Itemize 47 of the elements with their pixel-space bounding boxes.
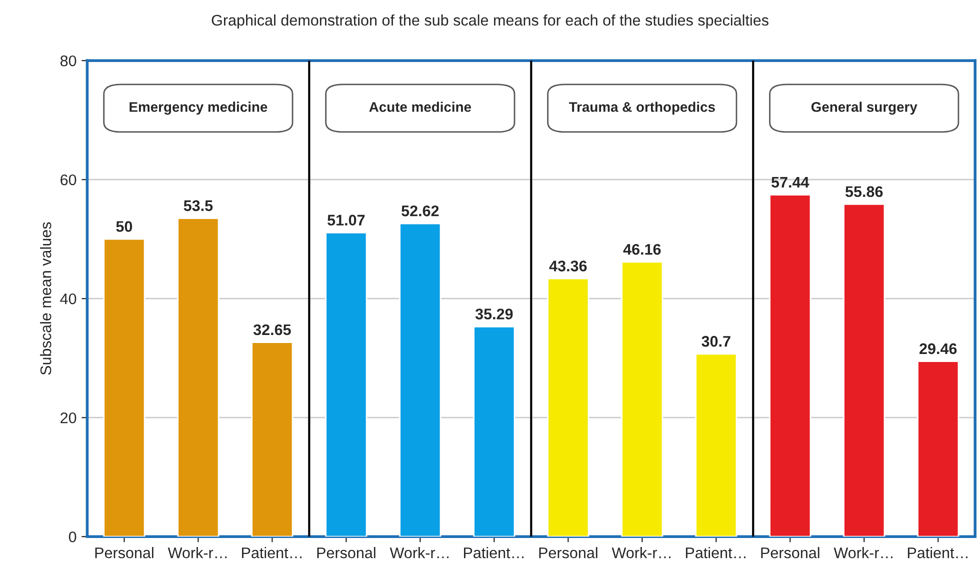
data-label: 53.5 <box>184 200 213 212</box>
data-label: 35.29 <box>475 308 513 320</box>
bar <box>695 353 738 537</box>
data-label: 29.46 <box>920 343 957 354</box>
x-tick-label: Patient… <box>242 547 302 558</box>
data-label: 57.44 <box>771 176 810 188</box>
bar <box>843 204 886 537</box>
bar <box>769 194 812 537</box>
x-tick-label: Personal <box>95 547 154 558</box>
y-axis-title: Subscale mean values <box>40 222 52 375</box>
data-label: 30.7 <box>702 336 730 347</box>
y-tick-label: 60 <box>60 174 76 186</box>
x-tick-label: Patient… <box>464 547 524 558</box>
chart-title: Graphical demonstration of the sub scale means for each of the studies specialties <box>212 14 768 29</box>
bar <box>917 360 960 537</box>
x-tick-label: Work-r… <box>390 547 449 558</box>
x-tick-label: Work-r… <box>168 547 227 558</box>
data-label: 50 <box>116 221 132 232</box>
x-tick-label: Patient… <box>686 547 746 558</box>
bar <box>473 326 516 537</box>
data-label: 55.86 <box>845 186 883 198</box>
x-tick-label: Work-r… <box>612 547 670 558</box>
annotation: Trauma & orthopedics <box>568 102 715 115</box>
x-tick-label: Work-r… <box>834 547 892 558</box>
data-label: 43.36 <box>549 260 587 272</box>
x-tick-label: Personal <box>539 547 598 558</box>
annotation: Emergency medicine <box>130 102 268 115</box>
data-label: 32.65 <box>253 324 291 336</box>
annotation: Acute medicine <box>369 102 472 112</box>
bar <box>251 342 294 537</box>
x-tick-label: Personal <box>317 547 376 558</box>
y-tick-label: 0 <box>68 531 76 542</box>
data-label: 46.16 <box>623 244 661 255</box>
bar <box>177 218 220 537</box>
y-tick-label: 40 <box>60 293 76 304</box>
bar <box>103 238 146 537</box>
bar <box>325 232 368 537</box>
bar <box>621 261 664 537</box>
bar <box>547 278 590 537</box>
y-tick-label: 80 <box>60 55 76 66</box>
bar <box>399 222 442 537</box>
annotation: General surgery <box>811 102 918 115</box>
data-label: 52.62 <box>402 206 439 216</box>
x-tick-label: Patient… <box>908 547 968 558</box>
data-label: 51.07 <box>328 214 365 226</box>
y-tick-label: 20 <box>60 412 76 424</box>
x-tick-label: Personal <box>761 547 820 558</box>
